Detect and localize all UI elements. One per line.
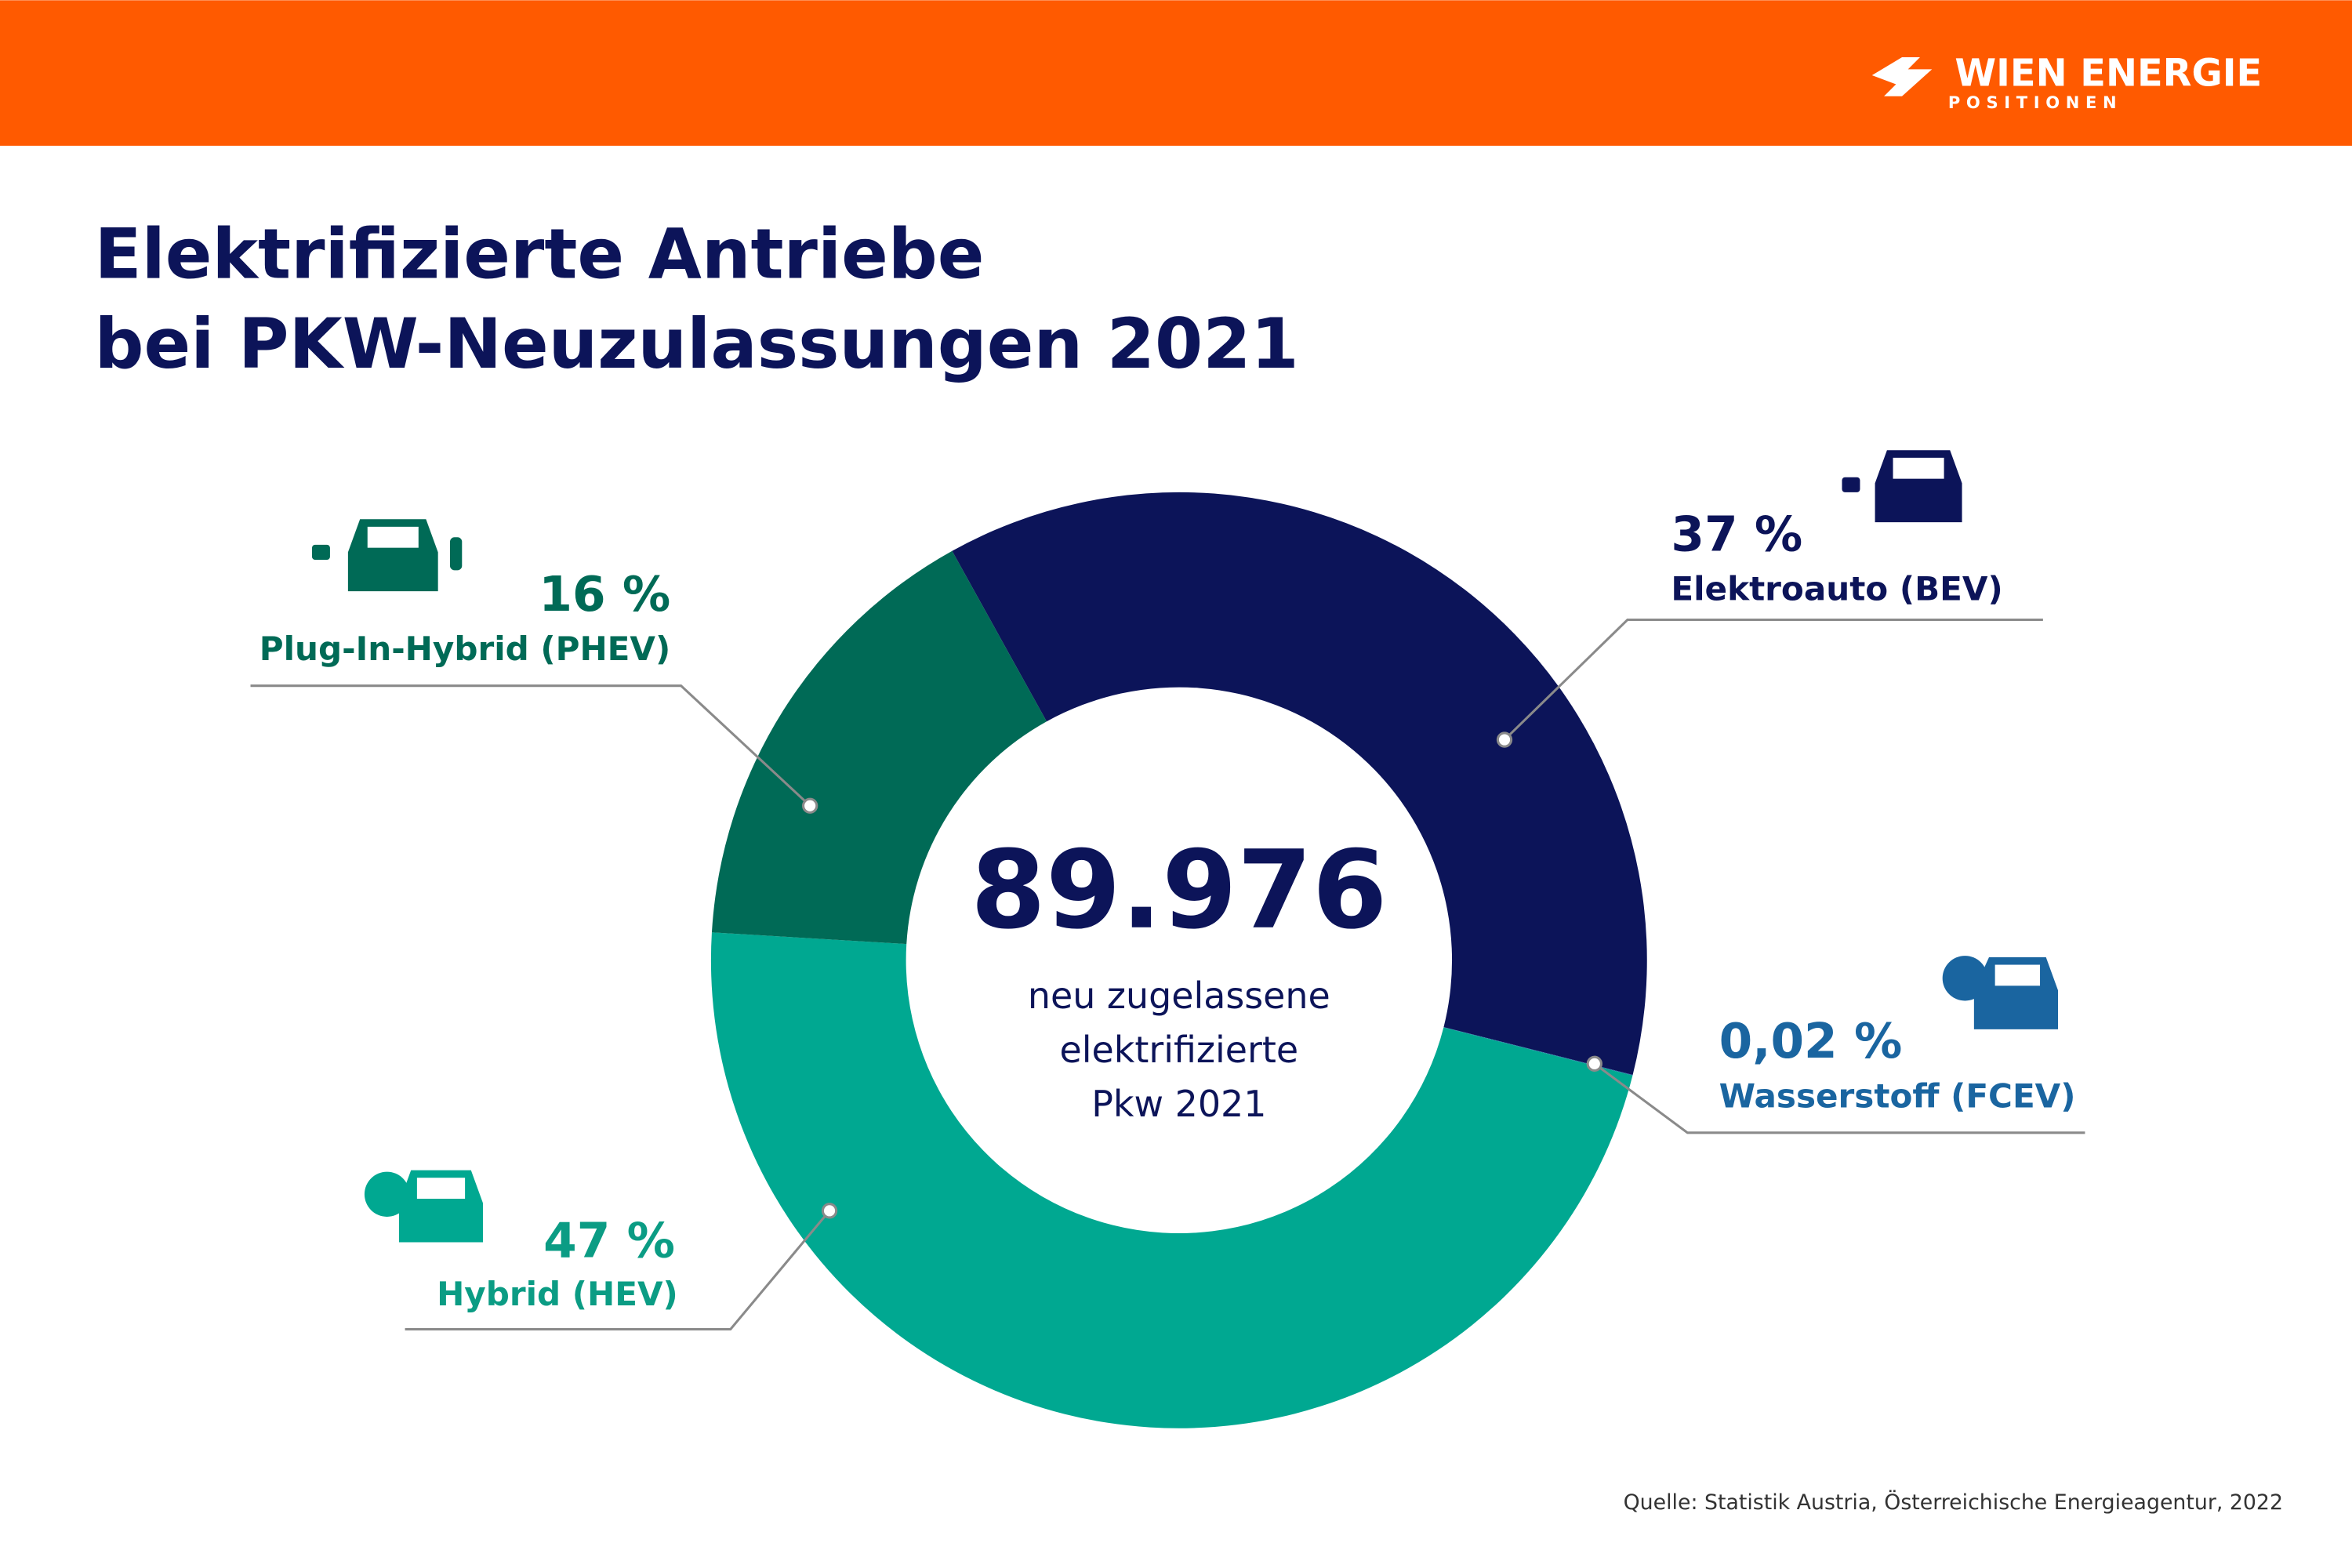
donut-segment [1443,1027,1633,1076]
category-label: Wasserstoff (FCEV) [1719,1076,2076,1115]
title: bei PKW-Neuzulassungen 2021 [95,303,1299,384]
car-icon [364,1170,484,1243]
donut [710,492,1647,1428]
category-label: Hybrid (HEV) [437,1275,678,1313]
center-text: neu zugelassene [1028,975,1330,1017]
value-label: 0,02 % [1719,1014,1903,1069]
category-label: Plug-In-Hybrid (PHEV) [260,630,670,668]
car-icon [311,519,463,592]
brand: WIEN ENERGIE [1955,52,2262,95]
subbrand: POSITIONEN [1948,93,2122,112]
value-label: 16 % [539,567,670,622]
car-icon [1942,956,2058,1029]
car-icon [1842,450,1962,523]
center-text: Pkw 2021 [1091,1083,1266,1125]
header-bar [0,0,2352,146]
center-text: elektrifizierte [1060,1029,1299,1071]
leader-lines [250,618,2085,1331]
value-label: 37 % [1671,506,1802,562]
title: Elektrifizierte Antriebe [95,213,985,294]
logo-mark [1871,57,1933,96]
donut-segment [711,550,1047,945]
donut-segment [952,492,1647,1075]
center-value: 89.976 [971,828,1388,953]
value-label: 47 % [543,1214,675,1269]
source: Quelle: Statistik Austria, Österreichisc… [1624,1490,2283,1515]
category-label: Elektroauto (BEV) [1671,570,2002,608]
donut-segment [710,932,1633,1428]
